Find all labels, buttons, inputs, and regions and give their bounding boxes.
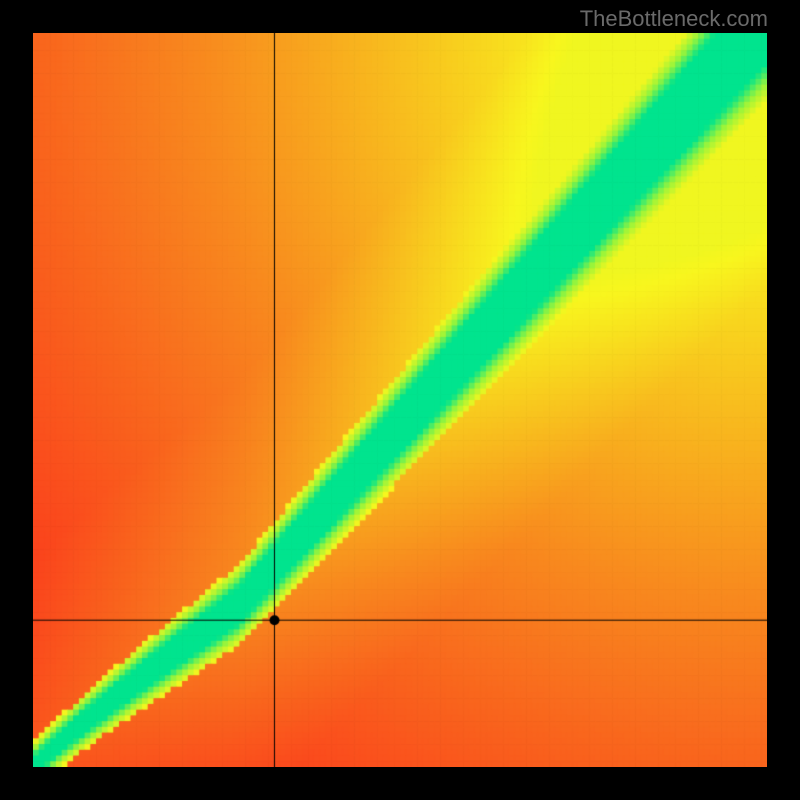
bottleneck-heatmap [33, 33, 767, 767]
watermark-text: TheBottleneck.com [580, 6, 768, 32]
chart-container: TheBottleneck.com [0, 0, 800, 800]
